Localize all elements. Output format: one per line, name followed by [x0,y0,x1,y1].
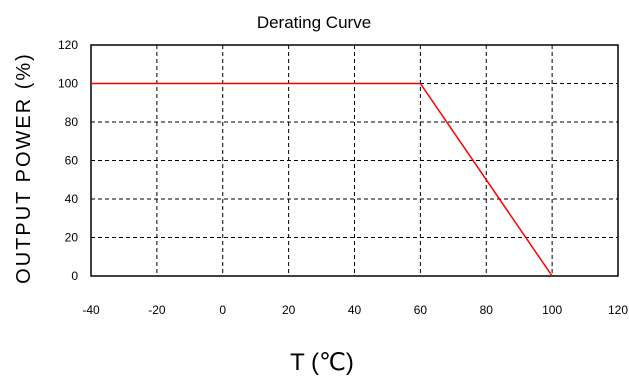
x-tick-label: -40 [82,303,100,317]
y-tick-label: 80 [65,115,79,129]
y-tick-label: 0 [71,269,78,283]
chart-title: Derating Curve [257,13,371,32]
y-axis-label: OUTPUT POWER (%) [13,52,35,284]
y-tick-label: 20 [65,231,79,245]
y-tick-label: 60 [65,154,79,168]
y-tick-label: 40 [65,192,79,206]
plot-frame [90,44,619,277]
y-tick-labels: 0 20 40 60 80 100 120 [58,38,78,283]
x-tick-label: 100 [542,303,562,317]
series-lines [91,82,553,277]
x-tick-label: 20 [282,303,296,317]
x-axis-label: T (℃) [290,349,354,376]
x-tick-label: 120 [608,303,628,317]
x-tick-label: 80 [480,303,494,317]
x-tick-label: -20 [148,303,166,317]
x-tick-label: 40 [348,303,362,317]
x-tick-label: 60 [414,303,428,317]
y-tick-label: 120 [58,38,78,52]
grid [91,45,618,276]
series-line [91,82,553,277]
x-tick-label: 0 [219,303,226,317]
x-tick-labels: -40 -20 0 20 40 60 80 100 120 [82,303,628,317]
y-tick-label: 100 [58,77,78,91]
